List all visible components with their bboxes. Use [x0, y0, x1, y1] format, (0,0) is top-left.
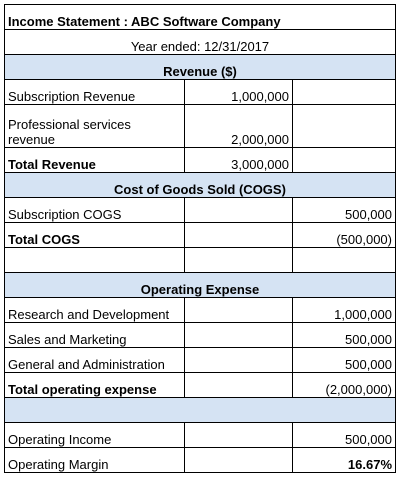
professional-services-label[interactable]: Professional services revenue	[4, 104, 185, 148]
empty-cell[interactable]	[184, 372, 293, 398]
statement-title[interactable]: Income Statement : ABC Software Company	[4, 4, 396, 30]
professional-services-label-line2: revenue	[8, 132, 55, 147]
empty-cell[interactable]	[184, 447, 293, 473]
empty-cell[interactable]	[292, 79, 396, 105]
ga-label[interactable]: General and Administration	[4, 347, 185, 373]
total-cogs-row: Total COGS (500,000)	[4, 222, 396, 248]
empty-cell[interactable]	[184, 222, 293, 248]
subscription-cogs-row: Subscription COGS 500,000	[4, 197, 396, 223]
professional-services-label-line1: Professional services	[8, 117, 131, 132]
total-cogs-value[interactable]: (500,000)	[292, 222, 396, 248]
cogs-header-row: Cost of Goods Sold (COGS)	[4, 172, 396, 198]
title-row: Income Statement : ABC Software Company	[4, 4, 396, 30]
revenue-header[interactable]: Revenue ($)	[4, 54, 396, 80]
total-opex-value[interactable]: (2,000,000)	[292, 372, 396, 398]
subscription-cogs-value[interactable]: 500,000	[292, 197, 396, 223]
empty-cell[interactable]	[292, 104, 396, 148]
rd-row: Research and Development 1,000,000	[4, 297, 396, 323]
operating-income-row: Operating Income 500,000	[4, 422, 396, 448]
blank-band-row	[4, 397, 396, 423]
revenue-header-row: Revenue ($)	[4, 54, 396, 80]
sm-value[interactable]: 500,000	[292, 322, 396, 348]
period-cell[interactable]: Year ended: 12/31/2017	[4, 29, 396, 55]
subscription-revenue-row: Subscription Revenue 1,000,000	[4, 79, 396, 105]
empty-cell[interactable]	[184, 297, 293, 323]
empty-cell[interactable]	[292, 147, 396, 173]
empty-cell[interactable]	[184, 422, 293, 448]
empty-cell[interactable]	[4, 247, 185, 273]
empty-cell[interactable]	[184, 322, 293, 348]
operating-margin-value[interactable]: 16.67%	[292, 447, 396, 473]
empty-cell[interactable]	[292, 247, 396, 273]
operating-margin-label[interactable]: Operating Margin	[4, 447, 185, 473]
opex-header-row: Operating Expense	[4, 272, 396, 298]
empty-cell[interactable]	[184, 347, 293, 373]
total-opex-label[interactable]: Total operating expense	[4, 372, 185, 398]
rd-value[interactable]: 1,000,000	[292, 297, 396, 323]
ga-value[interactable]: 500,000	[292, 347, 396, 373]
spacer-row	[4, 247, 396, 273]
professional-services-row: Professional services revenue 2,000,000	[4, 104, 396, 148]
period-row: Year ended: 12/31/2017	[4, 29, 396, 55]
total-cogs-label[interactable]: Total COGS	[4, 222, 185, 248]
total-revenue-value[interactable]: 3,000,000	[184, 147, 293, 173]
rd-label[interactable]: Research and Development	[4, 297, 185, 323]
subscription-revenue-value[interactable]: 1,000,000	[184, 79, 293, 105]
opex-header[interactable]: Operating Expense	[4, 272, 396, 298]
subscription-cogs-label[interactable]: Subscription COGS	[4, 197, 185, 223]
professional-services-value[interactable]: 2,000,000	[184, 104, 293, 148]
total-opex-row: Total operating expense (2,000,000)	[4, 372, 396, 398]
operating-income-value[interactable]: 500,000	[292, 422, 396, 448]
sm-label[interactable]: Sales and Marketing	[4, 322, 185, 348]
empty-cell[interactable]	[184, 197, 293, 223]
income-statement-table: Income Statement : ABC Software Company …	[4, 4, 396, 473]
subscription-revenue-label[interactable]: Subscription Revenue	[4, 79, 185, 105]
operating-margin-row: Operating Margin 16.67%	[4, 447, 396, 473]
total-revenue-row: Total Revenue 3,000,000	[4, 147, 396, 173]
blank-band-cell[interactable]	[4, 397, 396, 423]
operating-income-label[interactable]: Operating Income	[4, 422, 185, 448]
sm-row: Sales and Marketing 500,000	[4, 322, 396, 348]
ga-row: General and Administration 500,000	[4, 347, 396, 373]
empty-cell[interactable]	[184, 247, 293, 273]
total-revenue-label[interactable]: Total Revenue	[4, 147, 185, 173]
cogs-header[interactable]: Cost of Goods Sold (COGS)	[4, 172, 396, 198]
